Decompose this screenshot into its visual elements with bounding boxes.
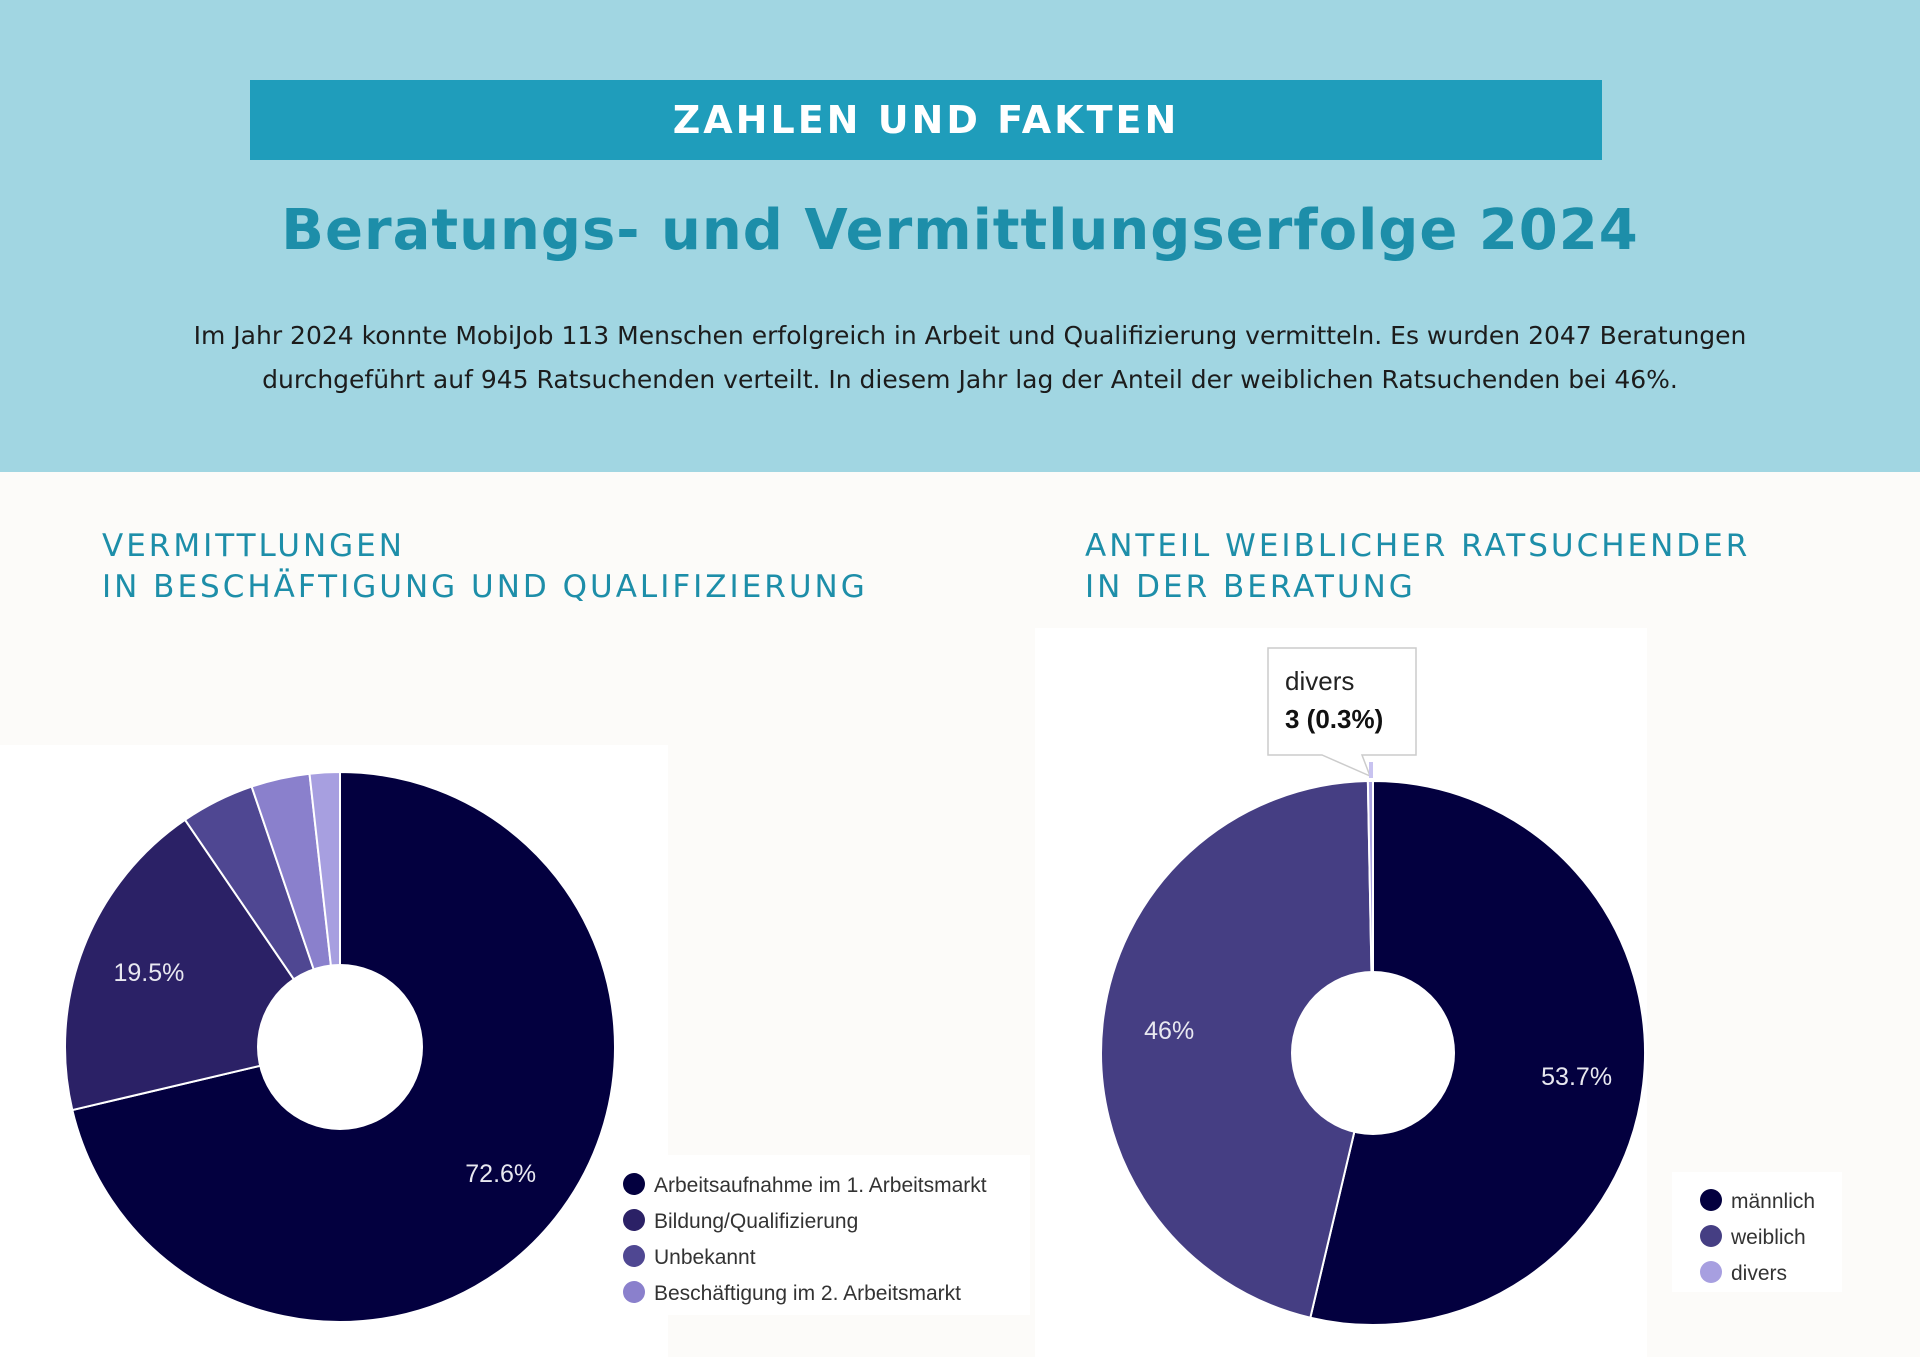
- left-legend-panel: [612, 1155, 1030, 1315]
- legend-swatch-1: [1700, 1225, 1722, 1247]
- legend-swatch-0: [623, 1173, 645, 1195]
- donut-hole: [1291, 971, 1455, 1135]
- legend-label-3[interactable]: Beschäftigung im 2. Arbeitsmarkt: [654, 1282, 961, 1305]
- right-heading-line-1: ANTEIL WEIBLICHER RATSUCHENDER: [1085, 528, 1751, 564]
- right-chart-heading: ANTEIL WEIBLICHER RATSUCHENDER IN DER BE…: [1085, 526, 1750, 608]
- pie-slice-0[interactable]: [1309, 779, 1646, 1326]
- header-band: ZAHLEN UND FAKTEN Beratungs- und Vermitt…: [0, 0, 1920, 472]
- pie-data-label-1: 19.5%: [113, 959, 184, 987]
- intro-text: Im Jahr 2024 konnte MobiJob 113 Menschen…: [90, 314, 1850, 402]
- slice-tooltip: divers 3 (0.3%): [1267, 647, 1417, 778]
- legend-label-2[interactable]: Unbekannt: [654, 1246, 756, 1269]
- pie-data-label-0: 72.6%: [465, 1160, 536, 1188]
- intro-line-1: Im Jahr 2024 konnte MobiJob 113 Menschen…: [193, 321, 1747, 350]
- legend-swatch-3: [623, 1281, 645, 1303]
- legend-label-1[interactable]: weiblich: [1730, 1226, 1806, 1249]
- legend-swatch-1: [623, 1209, 645, 1231]
- right-heading-line-2: IN DER BERATUNG: [1085, 569, 1416, 605]
- page-title: Beratungs- und Vermittlungserfolge 2024: [281, 198, 1639, 263]
- pie-data-label-1: 46%: [1144, 1017, 1194, 1045]
- tooltip-pointer: [1369, 762, 1373, 778]
- pie-data-label-0: 53.7%: [1541, 1063, 1612, 1091]
- tooltip-category: divers: [1285, 666, 1354, 696]
- legend-swatch-0: [1700, 1189, 1722, 1211]
- legend-swatch-2: [623, 1245, 645, 1267]
- legend-swatch-2: [1700, 1261, 1722, 1283]
- left-chart-heading: VERMITTLUNGEN IN BESCHÄFTIGUNG UND QUALI…: [102, 526, 868, 608]
- legend-label-2[interactable]: divers: [1731, 1262, 1787, 1285]
- left-heading-line-1: VERMITTLUNGEN: [102, 528, 405, 564]
- intro-line-2: durchgeführt auf 945 Ratsuchenden vertei…: [262, 365, 1678, 394]
- legend-label-1[interactable]: Bildung/Qualifizierung: [654, 1210, 858, 1233]
- legend-label-0[interactable]: Arbeitsaufnahme im 1. Arbeitsmarkt: [654, 1174, 987, 1197]
- donut-hole: [257, 964, 423, 1130]
- legend-label-0[interactable]: männlich: [1731, 1190, 1815, 1213]
- left-heading-line-2: IN BESCHÄFTIGUNG UND QUALIFIZIERUNG: [102, 569, 868, 605]
- section-banner: ZAHLEN UND FAKTEN: [250, 80, 1602, 160]
- banner-label: ZAHLEN UND FAKTEN: [672, 98, 1180, 142]
- tooltip-value: 3 (0.3%): [1285, 704, 1383, 734]
- pie-slice-1[interactable]: [1100, 780, 1375, 1319]
